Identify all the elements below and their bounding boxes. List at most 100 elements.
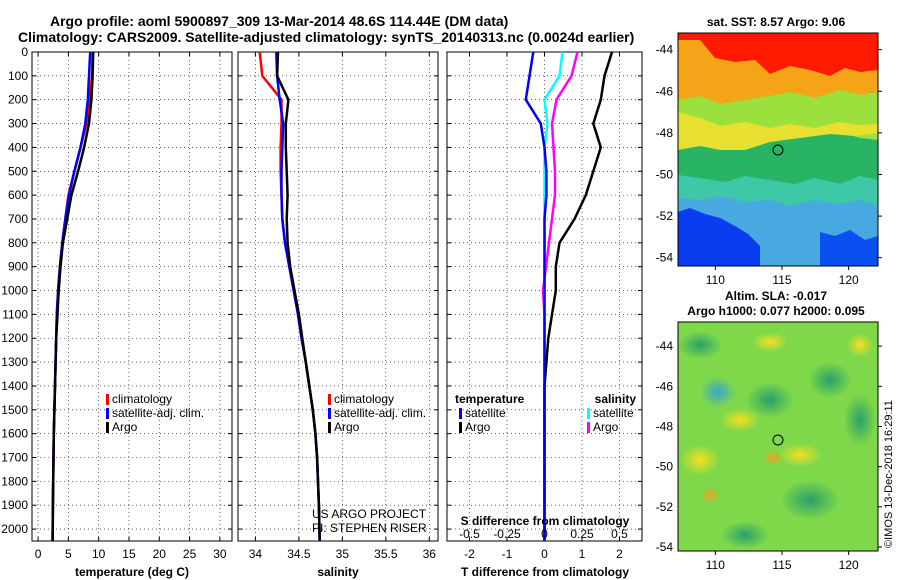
map-lat-label: -54 xyxy=(656,251,674,265)
series-sdiff-satellite xyxy=(543,51,564,541)
map-lat-label: -48 xyxy=(656,419,674,433)
x-tick-label: 34 xyxy=(249,547,263,561)
depth-tick-label: 600 xyxy=(8,188,28,202)
panel-salinity: 34 34.5 35 35.5 36 salinity climatologysatelli… xyxy=(237,51,439,579)
depth-tick-label: 100 xyxy=(8,69,28,83)
sst-map: sat. SST: 8.57 Argo: 9.06 -44 -46 -48 -50 -5… xyxy=(656,15,882,287)
tdiff-axis-label: T difference from climatology xyxy=(461,565,629,579)
map-lon-label: 115 xyxy=(772,558,791,572)
depth-tick-label: 1300 xyxy=(1,355,28,369)
series-sal-satellite-adj xyxy=(275,51,321,542)
x-tick-label: 34.5 xyxy=(287,547,311,561)
legend-diff-s-satellite-label: satellite xyxy=(593,406,634,420)
x-tick-label: 35 xyxy=(336,547,350,561)
depth-tick-label: 0 xyxy=(21,45,28,59)
panel-frame xyxy=(31,51,233,542)
legend-diff-s-satellite-swatch xyxy=(587,408,590,419)
depth-tick-label: 1700 xyxy=(1,451,28,465)
sla-map-title-1: Altim. SLA: -0.017 xyxy=(725,289,827,303)
map-lat-label: -48 xyxy=(656,126,674,140)
map-lon-label: 120 xyxy=(839,558,859,572)
map-lat-label: -46 xyxy=(656,379,674,393)
legend-sal-argo-swatch xyxy=(328,422,331,433)
credit-pi: PI: STEPHEN RISER xyxy=(312,521,427,535)
x-tick-label: 15 xyxy=(122,547,136,561)
series-sal-argo xyxy=(275,51,321,542)
sdiff-tick-label: 0.25 xyxy=(570,527,594,541)
sla-map-title-2: Argo h1000: 0.077 h2000: 0.095 xyxy=(687,304,865,318)
title-line-1: Argo profile: aoml 5900897_309 13-Mar-20… xyxy=(50,13,508,29)
legend-diff-s-argo-swatch xyxy=(587,422,590,433)
sst-argo-location-marker xyxy=(772,144,784,156)
depth-tick-label: 200 xyxy=(8,93,28,107)
map-lat-label: -46 xyxy=(656,84,674,98)
depth-tick-label: 900 xyxy=(8,260,28,274)
x-tick-label: 30 xyxy=(213,547,227,561)
legend-diff-t-satellite-label: satellite xyxy=(465,406,506,420)
sst-map-title: sat. SST: 8.57 Argo: 9.06 xyxy=(707,15,846,29)
temp-axis-label: temperature (deg C) xyxy=(75,565,189,579)
depth-tick-label: 1800 xyxy=(1,474,28,488)
imos-watermark: ©IMOS 13-Dec-2018 16:29:11 xyxy=(883,400,895,548)
sst-map-field xyxy=(678,33,878,266)
depth-tick-label: 1100 xyxy=(2,307,28,321)
legend-diff-t-satellite-swatch xyxy=(459,408,462,419)
x-tick-label: 20 xyxy=(153,547,167,561)
x-tick-label: 5 xyxy=(65,547,72,561)
legend-temp-climatology-swatch xyxy=(106,394,109,405)
sla-argo-location-marker xyxy=(772,434,784,446)
legend-sal-satellite-adj-swatch xyxy=(328,408,331,419)
legend-diff-t-argo-label: Argo xyxy=(465,420,491,434)
sdiff-tick-label: -0.25 xyxy=(493,527,521,541)
depth-tick-label: 800 xyxy=(8,236,28,250)
panel-temperature: 0100200300400500600700800900100011001200… xyxy=(1,45,233,579)
map-lon-label: 110 xyxy=(706,273,725,287)
legend-sal-argo-label: Argo xyxy=(334,420,360,434)
credit-project: US ARGO PROJECT xyxy=(312,507,427,521)
legend-diff-t-argo-swatch xyxy=(459,422,462,433)
legend-sal-satellite-adj-label: satellite-adj. clim. xyxy=(334,406,426,420)
panel-frame xyxy=(237,51,439,542)
legend-temp-argo-label: Argo xyxy=(112,420,138,434)
sal-axis-label: salinity xyxy=(317,565,359,579)
depth-tick-label: 1400 xyxy=(1,379,28,393)
map-lat-label: -44 xyxy=(656,339,674,353)
x-tick-label: 0 xyxy=(35,547,42,561)
depth-tick-label: 1200 xyxy=(1,331,28,345)
sdiff-tick-label: 0 xyxy=(541,527,548,541)
sdiff-tick-label: 0.5 xyxy=(611,527,628,541)
depth-tick-label: 1600 xyxy=(1,427,28,441)
legend-diff-s-argo-label: Argo xyxy=(593,420,619,434)
sdiff-axis-label: S difference from climatology xyxy=(461,514,630,528)
sdiff-tick-label: -0.5 xyxy=(459,527,480,541)
series-sal-climatology xyxy=(258,51,321,542)
depth-tick-label: 500 xyxy=(8,164,28,178)
x-tick-label: 35.5 xyxy=(374,547,398,561)
x-tick-label: -1 xyxy=(502,547,513,561)
x-tick-label: 10 xyxy=(92,547,106,561)
panel-difference: -2 -1 0 1 2 T difference from climatology S di… xyxy=(446,51,643,579)
series-temp-argo xyxy=(51,51,95,542)
legend-temp-satellite-adj-label: satellite-adj. clim. xyxy=(112,406,204,420)
map-lon-label: 115 xyxy=(772,273,791,287)
x-tick-label: 2 xyxy=(616,547,623,561)
legend-sal-climatology-label: climatology xyxy=(334,392,394,406)
map-lat-label: -50 xyxy=(656,167,674,181)
title-line-2: Climatology: CARS2009. Satellite-adjuste… xyxy=(18,29,634,45)
depth-tick-label: 400 xyxy=(8,140,28,154)
map-lat-label: -44 xyxy=(656,43,674,57)
map-lat-label: -52 xyxy=(656,209,674,223)
x-tick-label: 25 xyxy=(183,547,197,561)
x-tick-label: -2 xyxy=(464,547,475,561)
depth-tick-label: 1000 xyxy=(1,284,28,298)
x-tick-label: 36 xyxy=(423,547,437,561)
map-lat-label: -52 xyxy=(656,500,674,514)
legend-diff-temperature-head: temperature xyxy=(455,392,525,406)
depth-tick-label: 1900 xyxy=(1,498,28,512)
legend-temp-argo-swatch xyxy=(106,422,109,433)
depth-tick-label: 300 xyxy=(8,117,28,131)
sla-map-field xyxy=(678,322,878,551)
map-lon-label: 120 xyxy=(839,273,859,287)
x-tick-label: 0 xyxy=(541,547,548,561)
